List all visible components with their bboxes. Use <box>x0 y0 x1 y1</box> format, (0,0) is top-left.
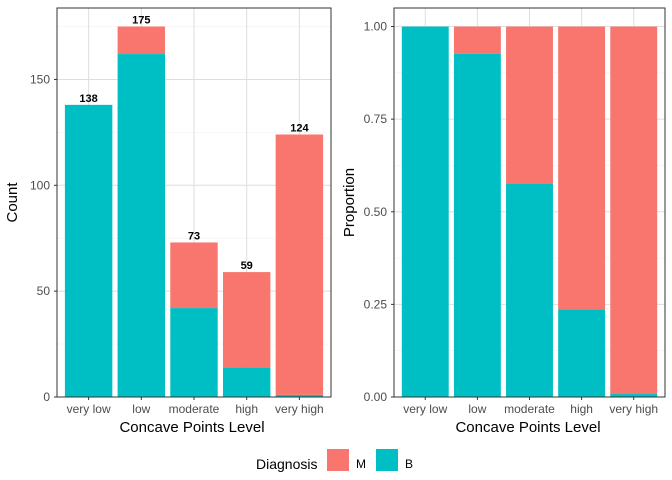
bar-segment-b <box>117 54 166 398</box>
y-axis-title: Count <box>4 182 21 223</box>
bar-segment-m <box>558 26 606 310</box>
bar-total-label: 59 <box>241 260 253 272</box>
bar-segment-b <box>275 394 324 397</box>
legend-label-b: B <box>405 457 413 471</box>
bar-segment-b <box>453 53 501 397</box>
x-tick-label: moderate <box>169 402 220 416</box>
bar-segment-b <box>401 26 449 398</box>
bar-segment-b <box>610 394 658 397</box>
bar-segment-b <box>64 104 113 397</box>
proportion-bar-chart: 0.00 0.25 0.50 0.75 1.00 very low low moderate h… <box>341 7 666 436</box>
bar-segment-m <box>453 26 501 54</box>
count-bar-chart: 138 175 73 59 124 0 50 100 150 very low low moderat… <box>4 7 332 436</box>
bar-segment-m <box>506 26 553 184</box>
x-tick-label: very high <box>609 402 658 416</box>
x-tick-label: very low <box>67 402 111 416</box>
bar-segment-m <box>610 26 658 395</box>
bar-total-label: 175 <box>132 15 150 27</box>
bar-segment-b <box>506 183 553 397</box>
x-axis-title: Concave Points Level <box>119 419 264 436</box>
x-tick-label: low <box>468 402 486 416</box>
x-tick-label: high <box>235 402 258 416</box>
bar-total-label: 73 <box>188 230 200 242</box>
legend: Diagnosis M B <box>256 449 413 472</box>
bar-segment-m <box>222 272 271 368</box>
y-tick-label: 0.75 <box>364 112 388 126</box>
bar-segment-b <box>222 367 271 397</box>
legend-title: Diagnosis <box>256 456 317 472</box>
bar-segment-b <box>558 309 606 397</box>
legend-key-b <box>376 449 398 471</box>
x-tick-label: moderate <box>504 402 555 416</box>
bar-segment-m <box>117 26 166 55</box>
y-tick-label: 100 <box>30 178 50 192</box>
y-tick-label: 0.50 <box>364 205 388 219</box>
y-tick-label: 0 <box>43 390 50 404</box>
bar-segment-b <box>170 308 218 397</box>
bar-total-label: 124 <box>290 122 309 134</box>
x-tick-label: very high <box>275 402 324 416</box>
x-axis-title: Concave Points Level <box>455 419 600 436</box>
y-tick-label: 50 <box>37 284 51 298</box>
x-tick-label: very low <box>403 402 447 416</box>
y-tick-label: 150 <box>30 72 50 86</box>
y-axis-title: Proportion <box>341 168 358 237</box>
y-tick-label: 1.00 <box>364 20 388 34</box>
y-tick-label: 0.00 <box>364 390 388 404</box>
x-tick-label: low <box>132 402 150 416</box>
bar-total-label: 138 <box>79 93 97 105</box>
y-tick-label: 0.25 <box>364 297 388 311</box>
bar-segment-m <box>275 134 324 395</box>
legend-key-m <box>327 449 349 471</box>
x-tick-label: high <box>570 402 593 416</box>
legend-label-m: M <box>356 457 366 471</box>
bar-segment-m <box>170 242 218 309</box>
